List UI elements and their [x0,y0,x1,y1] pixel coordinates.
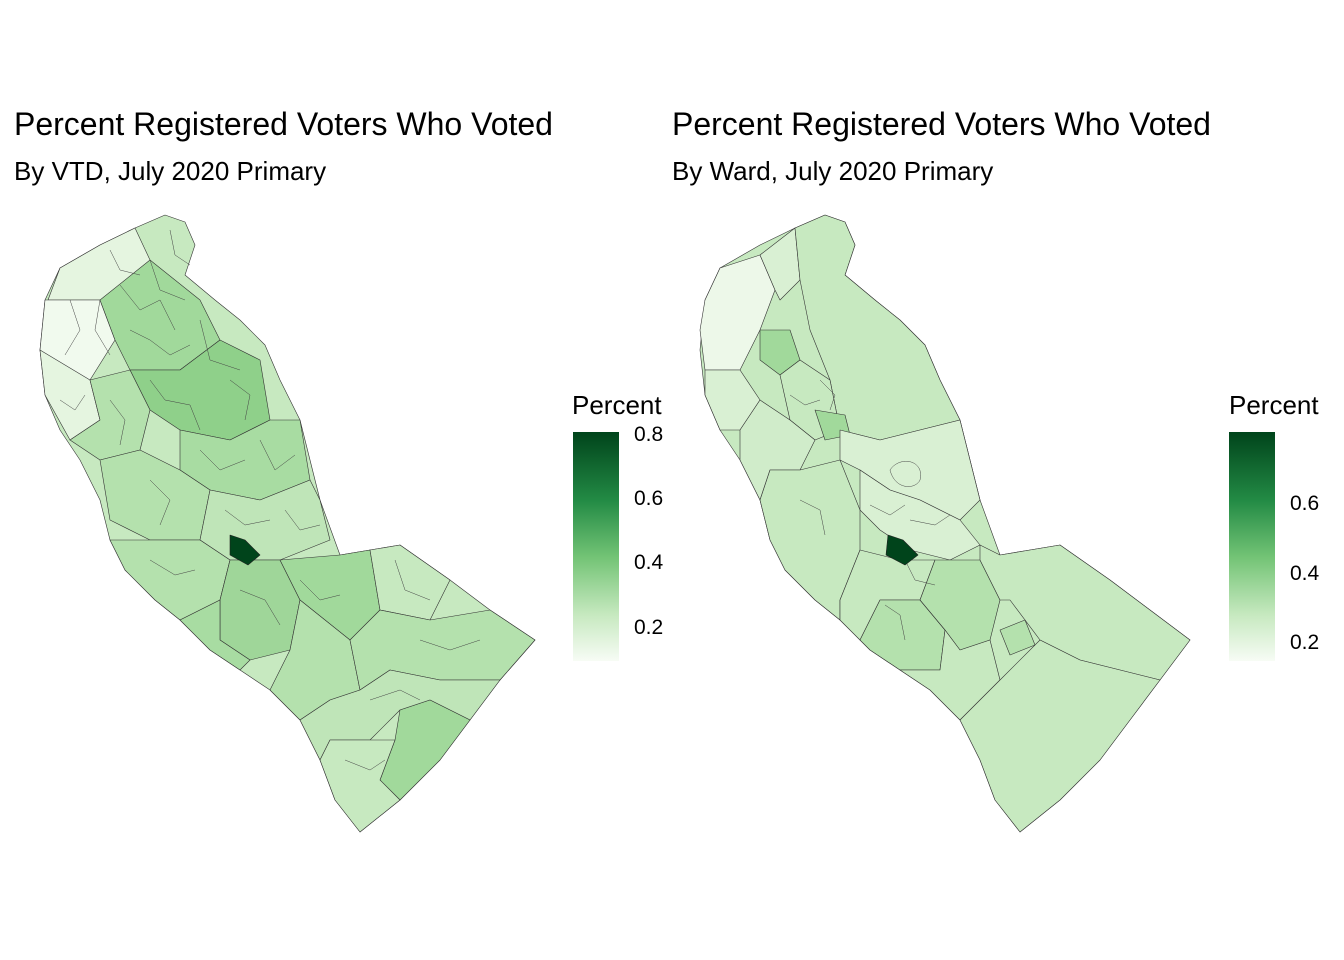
ward-highlight-max [885,534,919,566]
vtd-region-se1 [369,544,451,621]
left-legend-colorbar [573,432,619,661]
vtd-region-south3 [179,599,251,671]
right-legend-colorbar [1229,432,1275,661]
left-legend-tick: 0.4 [634,551,664,574]
right-map-subtitle: By Ward, July 2020 Primary [672,156,994,186]
vtd-region-se5 [319,739,401,833]
vtd-boundaries [59,229,481,771]
left-map-title: Percent Registered Voters Who Voted [14,106,553,142]
right-map-title: Percent Registered Voters Who Voted [672,106,1211,142]
right-legend-title: Percent [1229,390,1319,420]
ward-boundaries [789,379,951,641]
left-map-subtitle: By VTD, July 2020 Primary [14,156,327,186]
right-legend-tick: 0.4 [1290,562,1320,585]
right-legend-tick: 0.2 [1290,631,1320,654]
left-legend-title: Percent [572,390,662,420]
right-map-ward [699,214,1191,833]
ward-southeast [959,639,1161,833]
left-legend-tick: 0.2 [634,616,664,639]
left-legend-tick: 0.8 [634,423,664,446]
ward-nw2 [759,227,801,301]
ward-center2 [859,469,981,561]
vtd-highlight-max [229,534,261,566]
right-legend-tick: 0.6 [1290,492,1320,515]
left-legend-tick: 0.6 [634,487,664,510]
ward-east [979,544,1191,681]
left-map-vtd [39,214,536,833]
ward-north [794,214,961,441]
